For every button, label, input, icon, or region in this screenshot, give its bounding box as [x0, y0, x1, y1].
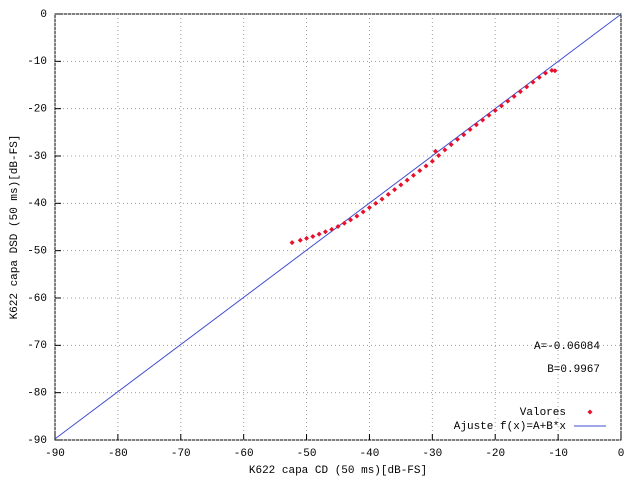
data-point	[379, 196, 385, 202]
data-point	[442, 147, 448, 153]
data-point	[335, 224, 341, 230]
data-point	[461, 132, 467, 138]
data-point	[486, 112, 492, 118]
data-point	[429, 158, 435, 164]
legend-label: Valores	[520, 407, 566, 419]
y-tick-label: -40	[27, 198, 47, 210]
data-point	[436, 153, 442, 159]
y-tick-label: -70	[27, 340, 47, 352]
annotation: B=0.9967	[547, 364, 600, 376]
x-axis-label: K622 capa CD (50 ms)[dB-FS]	[249, 465, 427, 477]
data-point	[373, 200, 379, 206]
data-point	[530, 79, 536, 85]
data-point	[366, 205, 372, 211]
legend-label: Ajuste f(x)=A+B*x	[454, 421, 567, 433]
data-point	[511, 93, 517, 99]
x-tick-label: -40	[360, 448, 380, 460]
data-point	[423, 163, 429, 169]
data-point	[549, 67, 555, 73]
x-tick-label: -90	[45, 448, 65, 460]
annotation: A=-0.06084	[534, 341, 600, 353]
y-axis-label: K622 capa DSD (50 ms)[dB-FS]	[9, 135, 21, 320]
x-tick-label: -20	[485, 448, 505, 460]
data-point	[467, 126, 473, 132]
data-point	[432, 148, 438, 154]
y-tick-label: -10	[27, 56, 47, 68]
x-tick-label: -10	[548, 448, 568, 460]
legend-marker	[587, 409, 593, 415]
data-point	[404, 177, 410, 183]
y-tick-label: 0	[40, 9, 47, 21]
x-tick-label: -60	[234, 448, 254, 460]
y-tick-label: -60	[27, 293, 47, 305]
data-point	[392, 187, 398, 193]
data-point	[310, 233, 316, 239]
y-tick-label: -20	[27, 104, 47, 116]
y-tick-label: -50	[27, 246, 47, 258]
x-tick-label: -80	[108, 448, 128, 460]
y-tick-label: -90	[27, 435, 47, 447]
data-point	[517, 89, 523, 95]
data-point	[480, 117, 486, 123]
data-point	[329, 226, 335, 232]
x-tick-label: 0	[618, 448, 625, 460]
data-point	[341, 220, 347, 226]
data-point	[398, 182, 404, 188]
data-point	[289, 240, 295, 246]
data-point	[536, 74, 542, 80]
x-tick-label: -30	[422, 448, 442, 460]
y-tick-label: -30	[27, 151, 47, 163]
data-point	[354, 213, 360, 219]
data-point	[417, 168, 423, 174]
x-tick-label: -50	[297, 448, 317, 460]
data-point	[304, 235, 310, 241]
data-point	[316, 231, 322, 237]
data-point	[385, 191, 391, 197]
data-point	[360, 209, 366, 215]
data-point	[322, 229, 328, 235]
data-point	[505, 98, 511, 104]
data-point	[552, 68, 558, 74]
data-point	[543, 70, 549, 76]
data-point	[448, 142, 454, 148]
data-point	[297, 237, 303, 243]
x-tick-label: -70	[171, 448, 191, 460]
data-point	[348, 217, 354, 223]
y-tick-label: -80	[27, 388, 47, 400]
data-point	[473, 122, 479, 128]
data-point	[454, 136, 460, 142]
data-point	[524, 84, 530, 90]
data-point	[492, 108, 498, 114]
data-point	[410, 172, 416, 178]
data-point	[499, 103, 505, 109]
